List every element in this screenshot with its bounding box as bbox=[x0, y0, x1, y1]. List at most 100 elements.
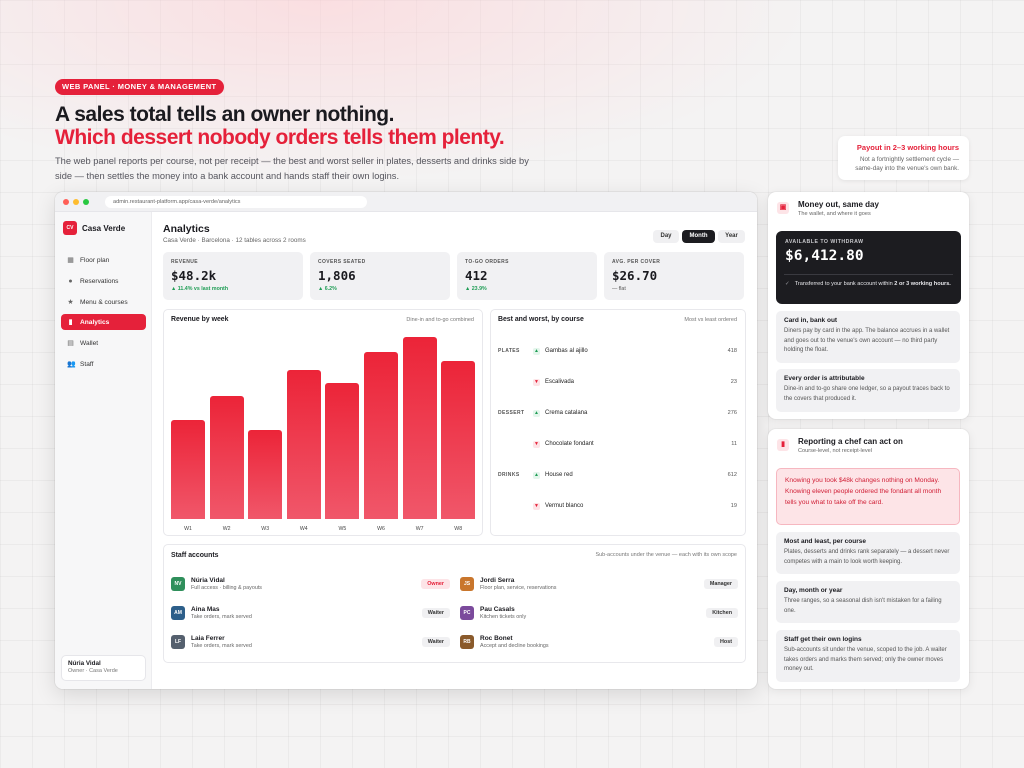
quote-callout: Knowing you took $48k changes nothing on… bbox=[776, 468, 960, 525]
sidebar-item-analytics[interactable]: ▮ Analytics bbox=[61, 314, 146, 330]
chart-title: Revenue by week bbox=[171, 316, 229, 323]
best-worst-title: Best and worst, by course bbox=[498, 316, 584, 323]
course-row[interactable]: ▼ Escalivada 23 bbox=[498, 376, 737, 388]
staff-scope: Take orders, mark served bbox=[191, 643, 252, 649]
staff-row[interactable]: LF Laia Ferrer Take orders, mark served Wai… bbox=[171, 634, 450, 650]
page-title: Analytics bbox=[163, 223, 210, 235]
star-icon: ★ bbox=[67, 298, 74, 306]
sidebar-item-label: Reservations bbox=[80, 277, 119, 285]
avatar: LF bbox=[171, 635, 185, 649]
sidebar-item-label: Menu & courses bbox=[80, 298, 128, 306]
range-day-button[interactable]: Day bbox=[653, 230, 679, 243]
bar-chart-icon: ▮ bbox=[68, 318, 73, 326]
maximize-dot-icon[interactable] bbox=[83, 199, 89, 205]
staff-row[interactable]: NV Núria Vidal Full access · billing & pay… bbox=[171, 576, 450, 592]
sidebar-item-reservations[interactable]: ● Reservations bbox=[61, 273, 146, 289]
x-tick-label: W8 bbox=[454, 526, 463, 532]
report-panel-subtitle: Course-level, not receipt-level bbox=[798, 448, 872, 454]
course-name: Chocolate fondant bbox=[545, 441, 594, 447]
avatar: NV bbox=[171, 577, 185, 591]
note-body: Diners pay by card in the app. The balan… bbox=[784, 328, 950, 353]
minimize-dot-icon[interactable] bbox=[73, 199, 79, 205]
trend-up-icon: ▲ bbox=[533, 347, 540, 355]
staff-row[interactable]: PC Pau Casals Kitchen tickets only Kitchen bbox=[460, 605, 738, 621]
staff-row[interactable]: RB Roc Bonet Accept and decline bookings Ho… bbox=[460, 634, 738, 650]
balance-card: AVAILABLE TO WITHDRAW $6,412.80 ✓ Transf… bbox=[776, 231, 961, 304]
kpi-label: AVG. PER COVER bbox=[612, 259, 661, 265]
revenue-chart-card: Revenue by week Dine-in and to-go combin… bbox=[163, 309, 483, 536]
course-name: Crema catalana bbox=[545, 410, 588, 416]
money-panel: ▣ Money out, same day The wallet, and wh… bbox=[768, 192, 969, 419]
role-badge: Waiter bbox=[421, 608, 450, 618]
kpi-label: REVENUE bbox=[171, 259, 198, 265]
money-note: Card in, bank out Diners pay by card in … bbox=[776, 311, 960, 363]
staff-row[interactable]: AM Aina Mas Take orders, mark served Waiter bbox=[171, 605, 450, 621]
best-worst-card: Best and worst, by course Most vs least … bbox=[490, 309, 746, 536]
avatar: AM bbox=[171, 606, 185, 620]
role-badge: Manager bbox=[703, 579, 738, 589]
check-icon: ✓ bbox=[785, 281, 790, 287]
avatar: RB bbox=[460, 635, 474, 649]
venue-logo: CV bbox=[63, 221, 77, 235]
report-note: Staff get their own logins Sub-accounts … bbox=[776, 630, 960, 682]
kpi-label: TO-GO ORDERS bbox=[465, 259, 509, 265]
wallet-icon: ▣ bbox=[777, 202, 789, 214]
chart-bar[interactable] bbox=[364, 351, 398, 519]
course-count: 11 bbox=[731, 441, 737, 447]
money-note: Every order is attributable Dine-in and … bbox=[776, 369, 960, 412]
chart-bar[interactable] bbox=[325, 383, 360, 519]
staff-name: Núria Vidal bbox=[191, 577, 225, 584]
best-worst-subtitle: Most vs least ordered bbox=[684, 317, 737, 323]
sidebar: CV Casa Verde ▦ Floor plan ● Reservation… bbox=[55, 212, 152, 689]
staff-title: Staff accounts bbox=[171, 552, 219, 559]
close-dot-icon[interactable] bbox=[63, 199, 69, 205]
course-name: House red bbox=[545, 472, 573, 478]
x-tick-label: W2 bbox=[222, 526, 231, 532]
course-row[interactable]: DESSERT ▲ Crema catalana 276 bbox=[498, 407, 737, 419]
chart-bar[interactable] bbox=[402, 336, 437, 519]
staff-row[interactable]: JS Jordi Serra Floor plan, service, reserv… bbox=[460, 576, 738, 592]
report-panel-title: Reporting a chef can act on bbox=[798, 437, 903, 446]
trend-down-icon: ▼ bbox=[533, 502, 540, 510]
trend-down-icon: ▼ bbox=[533, 440, 540, 448]
url-bar[interactable]: admin.restaurant-platform.app/casa-verde… bbox=[105, 196, 367, 208]
course-row[interactable]: ▼ Vermut blanco 19 bbox=[498, 500, 737, 512]
staff-scope: Full access · billing & payouts bbox=[191, 585, 263, 591]
course-row[interactable]: PLATES ▲ Gambas al ajillo 418 bbox=[498, 345, 737, 357]
sidebar-item-menu[interactable]: ★ Menu & courses bbox=[61, 294, 146, 310]
role-badge: Owner bbox=[421, 579, 450, 589]
grid-icon: ▦ bbox=[67, 256, 74, 264]
main-content: Analytics Casa Verde · Barcelona · 12 ta… bbox=[152, 212, 757, 689]
course-category: PLATES bbox=[498, 348, 520, 354]
sidebar-item-wallet[interactable]: ▤ Wallet bbox=[61, 335, 146, 351]
user-card[interactable]: Núria Vidal Owner · Casa Verde bbox=[61, 655, 146, 681]
note-body: Three ranges, so a seasonal dish isn't m… bbox=[784, 598, 942, 614]
role-badge: Host bbox=[714, 637, 738, 647]
x-tick-label: W5 bbox=[338, 526, 347, 532]
staff-name: Jordi Serra bbox=[480, 577, 515, 584]
staff-name: Pau Casals bbox=[480, 606, 515, 613]
chart-bar[interactable] bbox=[248, 429, 283, 519]
chart-bar[interactable] bbox=[171, 420, 205, 519]
sidebar-item-label: Analytics bbox=[80, 318, 110, 326]
quote-text: Knowing you took $48k changes nothing on… bbox=[785, 477, 942, 506]
range-year-button[interactable]: Year bbox=[718, 230, 745, 243]
sidebar-item-floor-plan[interactable]: ▦ Floor plan bbox=[61, 252, 146, 268]
range-month-button[interactable]: Month bbox=[682, 230, 715, 243]
course-row[interactable]: DRINKS ▲ House red 612 bbox=[498, 469, 737, 481]
course-row[interactable]: ▼ Chocolate fondant 11 bbox=[498, 438, 737, 450]
trend-up-icon: ▲ bbox=[533, 409, 540, 417]
payout-callout: Payout in 2–3 working hours Not a fortni… bbox=[838, 136, 969, 180]
staff-scope: Accept and decline bookings bbox=[480, 643, 549, 649]
chart-bar[interactable] bbox=[441, 360, 476, 519]
staff-accounts-card: Staff accounts Sub-accounts under the ve… bbox=[163, 544, 746, 663]
course-name: Gambas al ajillo bbox=[545, 348, 588, 354]
chart-bar[interactable] bbox=[286, 370, 321, 519]
chart-bar[interactable] bbox=[209, 396, 244, 519]
payout-title: Payout in 2–3 working hours bbox=[856, 143, 959, 152]
browser-window: admin.restaurant-platform.app/casa-verde… bbox=[55, 192, 757, 689]
staff-name: Aina Mas bbox=[191, 606, 220, 613]
venue-brand[interactable]: CV Casa Verde bbox=[63, 221, 125, 235]
sidebar-item-staff[interactable]: 👥 Staff bbox=[61, 356, 146, 372]
bar-chart-icon: ▮ bbox=[777, 439, 789, 451]
